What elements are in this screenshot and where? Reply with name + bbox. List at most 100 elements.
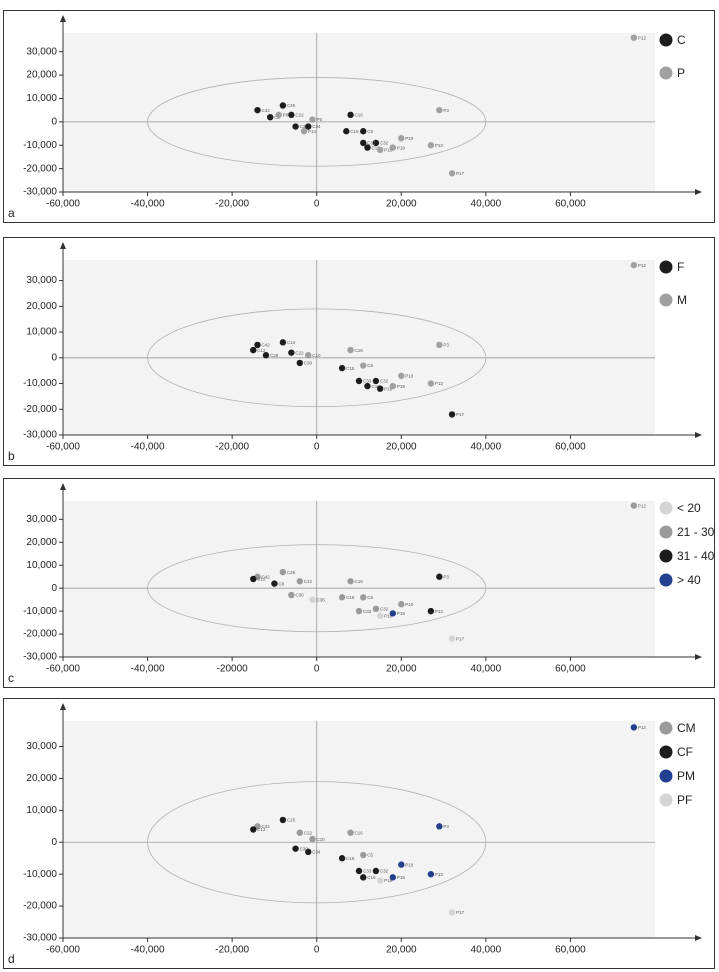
panel-label: a [8,206,15,220]
point-label: C32 [380,141,389,146]
point-label: C5 [367,363,373,368]
y-tick-label: 0 [51,837,57,848]
data-point [398,135,405,142]
data-point [389,382,397,390]
data-point [389,610,397,617]
data-point [448,411,456,418]
point-label: C25 [287,103,296,108]
plot-background [63,260,655,435]
point-label: P12 [638,725,647,730]
legend-marker [659,260,673,274]
data-point [279,816,287,824]
legend-label: > 40 [677,573,701,587]
legend-marker [659,293,673,307]
point-label: C42 [262,824,271,829]
panel-label: d [8,952,15,966]
panel: -60,000 -40,000 -20,000 0 20,000 40,000 60,000… [3,237,715,466]
x-tick-label: 40,000 [471,945,502,956]
y-tick-label: -10,000 [23,378,57,389]
confidence-ellipse [147,77,487,167]
plot-background [63,721,655,938]
legend-marker [659,33,673,47]
point-label: C5 [367,595,373,600]
data-point [389,144,397,151]
data-point [338,594,346,601]
point-label: P13 [435,872,444,877]
x-tick-label: 0 [314,199,320,210]
point-label: P16 [384,148,393,153]
point-label: P19 [397,611,406,616]
data-point [360,594,367,601]
y-axis-arrow [60,483,66,490]
point-label: P17 [456,412,465,417]
y-tick-label: -30,000 [23,430,57,441]
data-point [288,111,295,119]
data-point [288,591,295,599]
point-label: C10 [312,353,321,358]
point-label: C34 [312,850,321,855]
panel: -60,000 -40,000 -20000 0 20,000 40,000 60,000 -… [3,478,715,688]
point-label: C34 [312,124,321,129]
x-tick-label: -40,000 [131,664,165,675]
data-point [376,612,384,619]
x-tick-label: -60,000 [46,442,80,453]
data-point [305,848,312,856]
legend-marker [659,66,673,80]
x-axis-arrow [695,935,702,941]
x-tick-label: -60,000 [46,945,80,956]
point-label: P3 [443,574,449,579]
point-label: P12 [638,35,647,40]
x-tick-label: -20,000 [215,442,249,453]
y-axis-arrow [60,242,66,249]
point-label: C12 [257,348,266,353]
legend-label: C [677,33,686,47]
point-label: C32 [380,607,389,612]
data-point [364,144,371,151]
x-tick-label: 40,000 [471,664,502,675]
data-point [436,823,443,830]
x-axis-arrow [695,189,702,195]
legend-marker [659,501,673,515]
data-point [309,596,316,603]
data-point [427,870,435,878]
point-label: C10 [316,837,325,842]
legend-label: PM [677,769,695,783]
point-label: P19 [397,145,406,150]
point-label: P13 [435,609,444,614]
point-label: P10 [405,862,414,867]
point-label: P3 [443,824,449,829]
x-tick-label: 0 [314,945,320,956]
data-point [376,877,384,884]
point-label: P10 [405,373,414,378]
x-tick-label: -20000 [217,664,249,675]
legend-marker [659,769,673,783]
y-tick-label: -30,000 [23,187,57,198]
point-label: C25 [287,818,296,823]
data-point [296,359,303,367]
panel-label: b [8,449,15,463]
x-tick-label: 20,000 [386,199,417,210]
x-tick-label: -40,000 [131,945,165,956]
data-point [275,111,282,119]
data-point [372,377,380,385]
y-axis-arrow [60,703,66,710]
point-label: C33 [367,141,376,146]
data-point [338,855,346,862]
legend-label: F [677,260,684,274]
data-point [271,580,278,587]
plot-background [63,501,655,657]
point-label: P13 [435,381,444,386]
y-tick-label: -10,000 [23,869,57,880]
point-label: C42 [262,574,271,579]
data-point [300,128,308,135]
data-point [279,102,287,109]
point-label: P17 [456,171,465,176]
point-label: P12 [638,503,647,508]
point-label: C22 [304,830,313,835]
y-tick-label: -30,000 [23,652,57,663]
y-tick-label: 10,000 [26,805,57,816]
data-point [355,867,363,875]
point-label: C8 [278,581,284,586]
panel: -60,000 -40,000 -20,000 0 20,000 40,000 60,000… [3,10,715,223]
